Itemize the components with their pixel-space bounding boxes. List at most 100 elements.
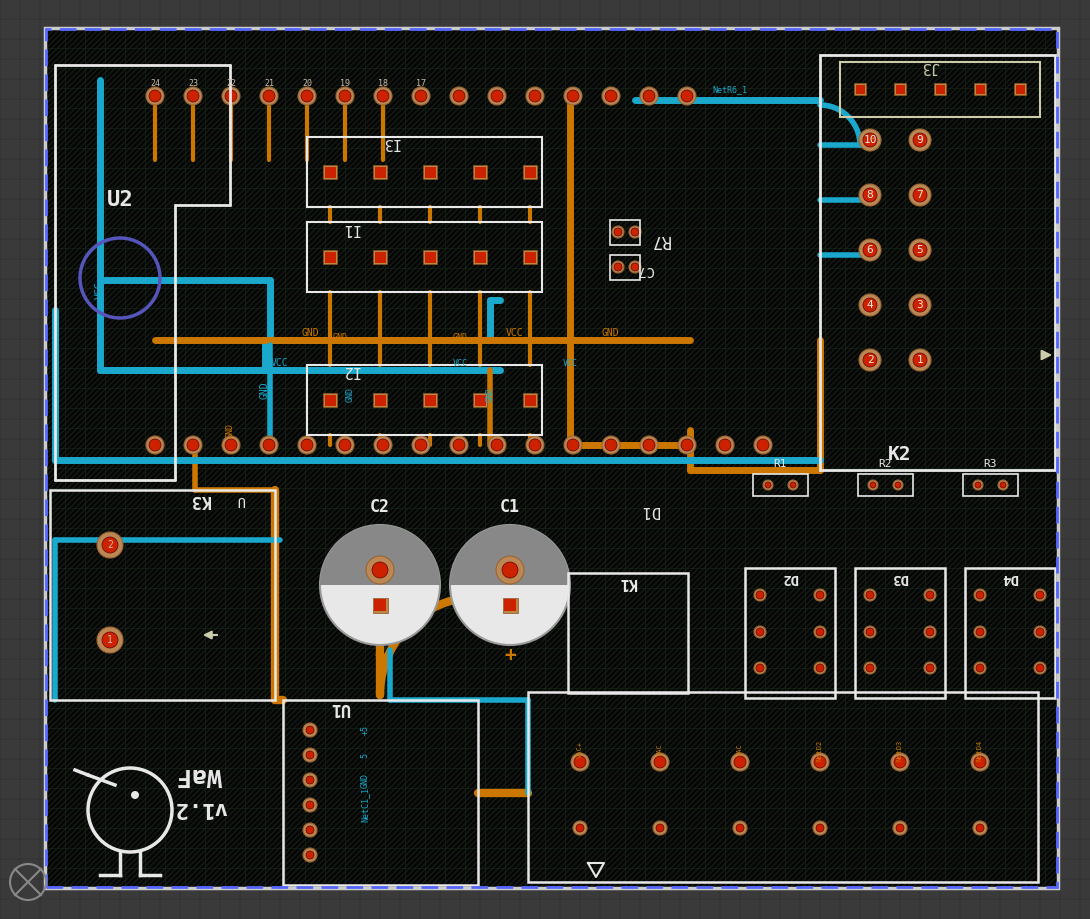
Text: GND: GND (361, 773, 370, 788)
Circle shape (372, 562, 388, 578)
Circle shape (149, 90, 161, 102)
Circle shape (611, 226, 623, 238)
Bar (504, 599, 516, 611)
Circle shape (976, 628, 984, 636)
Circle shape (490, 439, 502, 451)
Circle shape (974, 482, 981, 488)
Circle shape (864, 589, 876, 601)
Circle shape (909, 239, 931, 261)
Circle shape (1036, 664, 1044, 672)
Circle shape (640, 436, 658, 454)
Bar (610, 255, 640, 280)
Bar (373, 393, 387, 407)
Bar (283, 700, 479, 885)
Text: 10: 10 (863, 135, 876, 145)
Circle shape (656, 824, 664, 832)
Circle shape (187, 439, 199, 451)
Text: R1: R1 (773, 459, 787, 469)
Circle shape (301, 439, 313, 451)
Circle shape (490, 90, 502, 102)
Circle shape (816, 664, 824, 672)
Circle shape (225, 90, 237, 102)
Text: U: U (235, 493, 244, 507)
Text: NetR6_1: NetR6_1 (713, 85, 748, 95)
Bar (424, 166, 436, 177)
Text: GND: GND (346, 388, 354, 403)
Circle shape (1034, 589, 1046, 601)
Bar (375, 166, 386, 177)
Bar (323, 250, 337, 264)
Circle shape (863, 298, 877, 312)
Circle shape (926, 591, 934, 599)
Text: U1: U1 (330, 699, 350, 717)
Circle shape (1036, 628, 1044, 636)
Bar (934, 83, 946, 95)
Circle shape (974, 756, 986, 768)
Bar (523, 165, 537, 179)
Circle shape (450, 525, 570, 645)
Circle shape (263, 90, 275, 102)
Circle shape (863, 243, 877, 257)
Circle shape (891, 753, 909, 771)
Text: NetD4: NetD4 (977, 740, 983, 761)
Circle shape (614, 228, 622, 236)
Circle shape (298, 87, 316, 105)
Circle shape (605, 439, 617, 451)
Circle shape (865, 591, 874, 599)
Text: 18: 18 (378, 80, 388, 88)
Circle shape (813, 821, 827, 835)
Bar (473, 250, 487, 264)
Circle shape (374, 87, 392, 105)
Circle shape (814, 756, 826, 768)
Circle shape (602, 87, 620, 105)
Text: K2: K2 (888, 446, 911, 464)
Bar (523, 393, 537, 407)
Circle shape (913, 188, 926, 202)
Circle shape (366, 556, 393, 584)
Circle shape (754, 436, 772, 454)
Bar (423, 393, 437, 407)
Circle shape (184, 87, 202, 105)
Text: VCC: VCC (95, 281, 105, 299)
Circle shape (754, 589, 766, 601)
Circle shape (488, 87, 506, 105)
Bar (325, 166, 336, 177)
Circle shape (716, 436, 734, 454)
Wedge shape (450, 525, 570, 585)
Text: 6: 6 (867, 245, 873, 255)
Circle shape (859, 349, 881, 371)
Circle shape (261, 436, 278, 454)
Circle shape (415, 90, 427, 102)
Bar (307, 137, 542, 207)
Text: C7: C7 (637, 263, 653, 277)
Bar (323, 393, 337, 407)
Text: 3: 3 (917, 300, 923, 310)
Circle shape (859, 184, 881, 206)
Circle shape (415, 439, 427, 451)
Circle shape (131, 791, 140, 799)
Circle shape (605, 90, 617, 102)
Circle shape (754, 662, 766, 674)
Text: 22: 22 (226, 80, 237, 88)
Text: GND: GND (602, 328, 619, 338)
Circle shape (913, 243, 926, 257)
Circle shape (998, 480, 1008, 490)
Circle shape (863, 133, 877, 147)
Circle shape (303, 823, 317, 837)
Circle shape (816, 591, 824, 599)
Circle shape (973, 480, 983, 490)
Bar (423, 250, 437, 264)
Circle shape (453, 439, 465, 451)
Text: GND: GND (261, 381, 270, 399)
Circle shape (412, 436, 429, 454)
Circle shape (1034, 662, 1046, 674)
Circle shape (654, 756, 666, 768)
Bar (853, 83, 865, 95)
Text: U2: U2 (107, 190, 133, 210)
Bar (896, 85, 905, 94)
Circle shape (924, 589, 936, 601)
Bar (474, 252, 485, 263)
Text: GND: GND (301, 328, 318, 338)
Bar (935, 85, 945, 94)
Circle shape (488, 436, 506, 454)
